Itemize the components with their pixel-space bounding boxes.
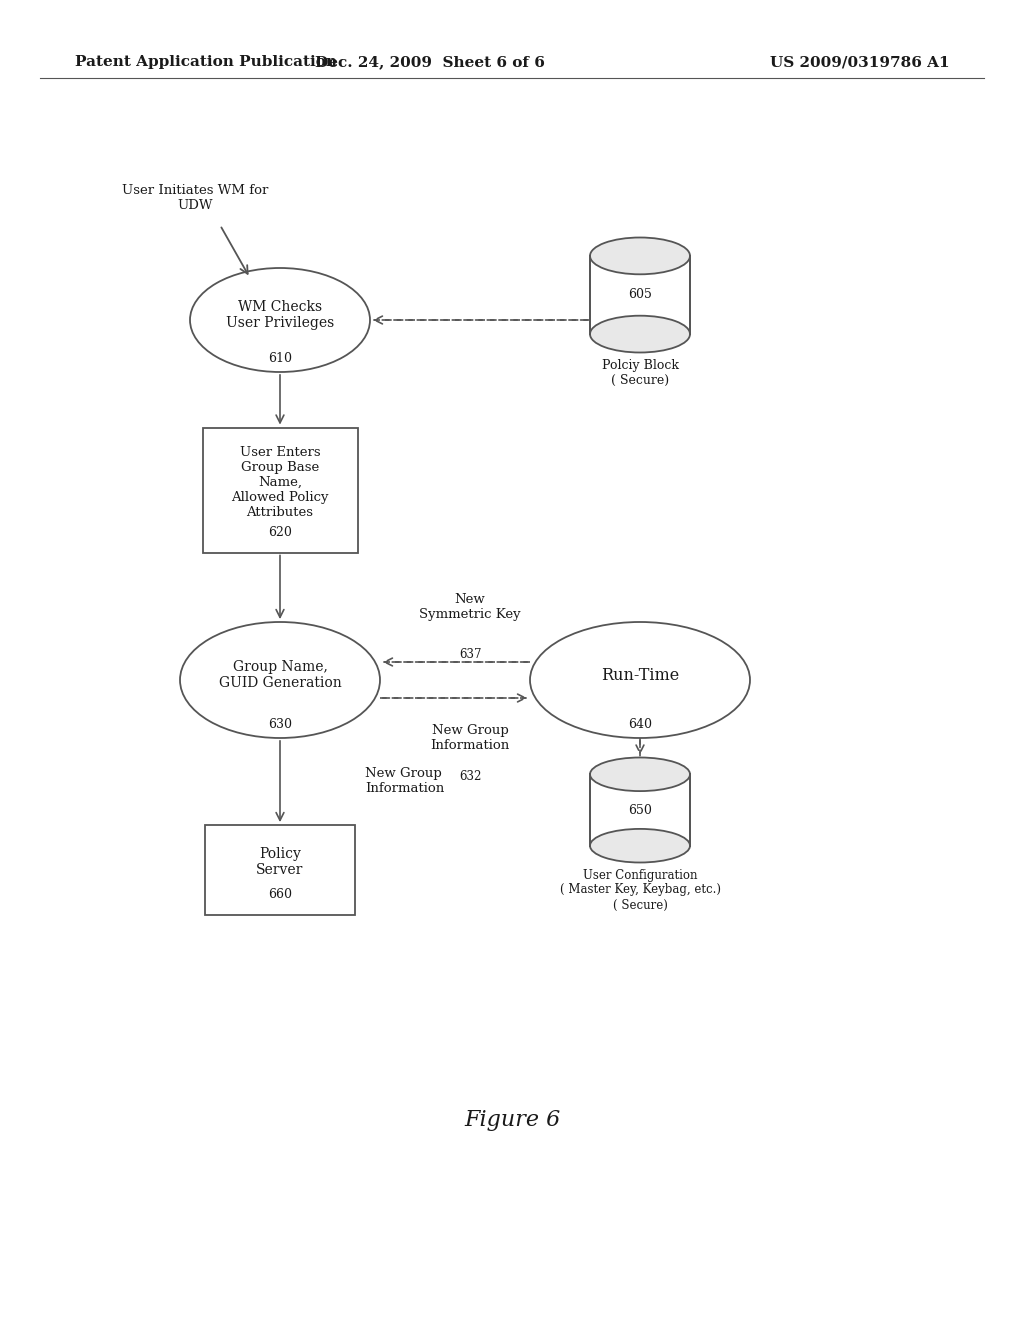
Text: Polciy Block
( Secure): Polciy Block ( Secure) — [601, 359, 679, 387]
Text: 650: 650 — [628, 804, 652, 817]
Text: User Initiates WM for
UDW: User Initiates WM for UDW — [122, 183, 268, 213]
Ellipse shape — [190, 268, 370, 372]
Text: 660: 660 — [268, 888, 292, 902]
Text: User Configuration
( Master Key, Keybag, etc.)
( Secure): User Configuration ( Master Key, Keybag,… — [559, 869, 721, 912]
Text: Figure 6: Figure 6 — [464, 1109, 560, 1131]
Text: 620: 620 — [268, 525, 292, 539]
Text: New Group
Information: New Group Information — [365, 767, 444, 796]
Bar — [205, 825, 355, 915]
Text: Dec. 24, 2009  Sheet 6 of 6: Dec. 24, 2009 Sheet 6 of 6 — [315, 55, 545, 69]
Ellipse shape — [590, 829, 690, 862]
Text: 610: 610 — [268, 351, 292, 364]
Text: New Group
Information: New Group Information — [430, 723, 510, 752]
Ellipse shape — [590, 315, 690, 352]
Text: 605: 605 — [628, 289, 652, 301]
Text: Patent Application Publication: Patent Application Publication — [75, 55, 337, 69]
Text: Group Name,
GUID Generation: Group Name, GUID Generation — [219, 660, 341, 690]
Text: User Enters
Group Base
Name,
Allowed Policy
Attributes: User Enters Group Base Name, Allowed Pol… — [231, 446, 329, 519]
Text: 637: 637 — [459, 648, 481, 660]
Text: New
Symmetric Key: New Symmetric Key — [419, 593, 521, 620]
Ellipse shape — [590, 758, 690, 791]
Text: Run-Time: Run-Time — [601, 667, 679, 684]
Ellipse shape — [590, 238, 690, 275]
Text: WM Checks
User Privileges: WM Checks User Privileges — [226, 300, 334, 330]
Ellipse shape — [180, 622, 380, 738]
Text: 640: 640 — [628, 718, 652, 730]
Text: US 2009/0319786 A1: US 2009/0319786 A1 — [770, 55, 950, 69]
Text: 632: 632 — [459, 770, 481, 783]
Bar — [203, 428, 357, 553]
Text: 630: 630 — [268, 718, 292, 730]
Ellipse shape — [530, 622, 750, 738]
Text: Policy
Server: Policy Server — [256, 847, 304, 876]
